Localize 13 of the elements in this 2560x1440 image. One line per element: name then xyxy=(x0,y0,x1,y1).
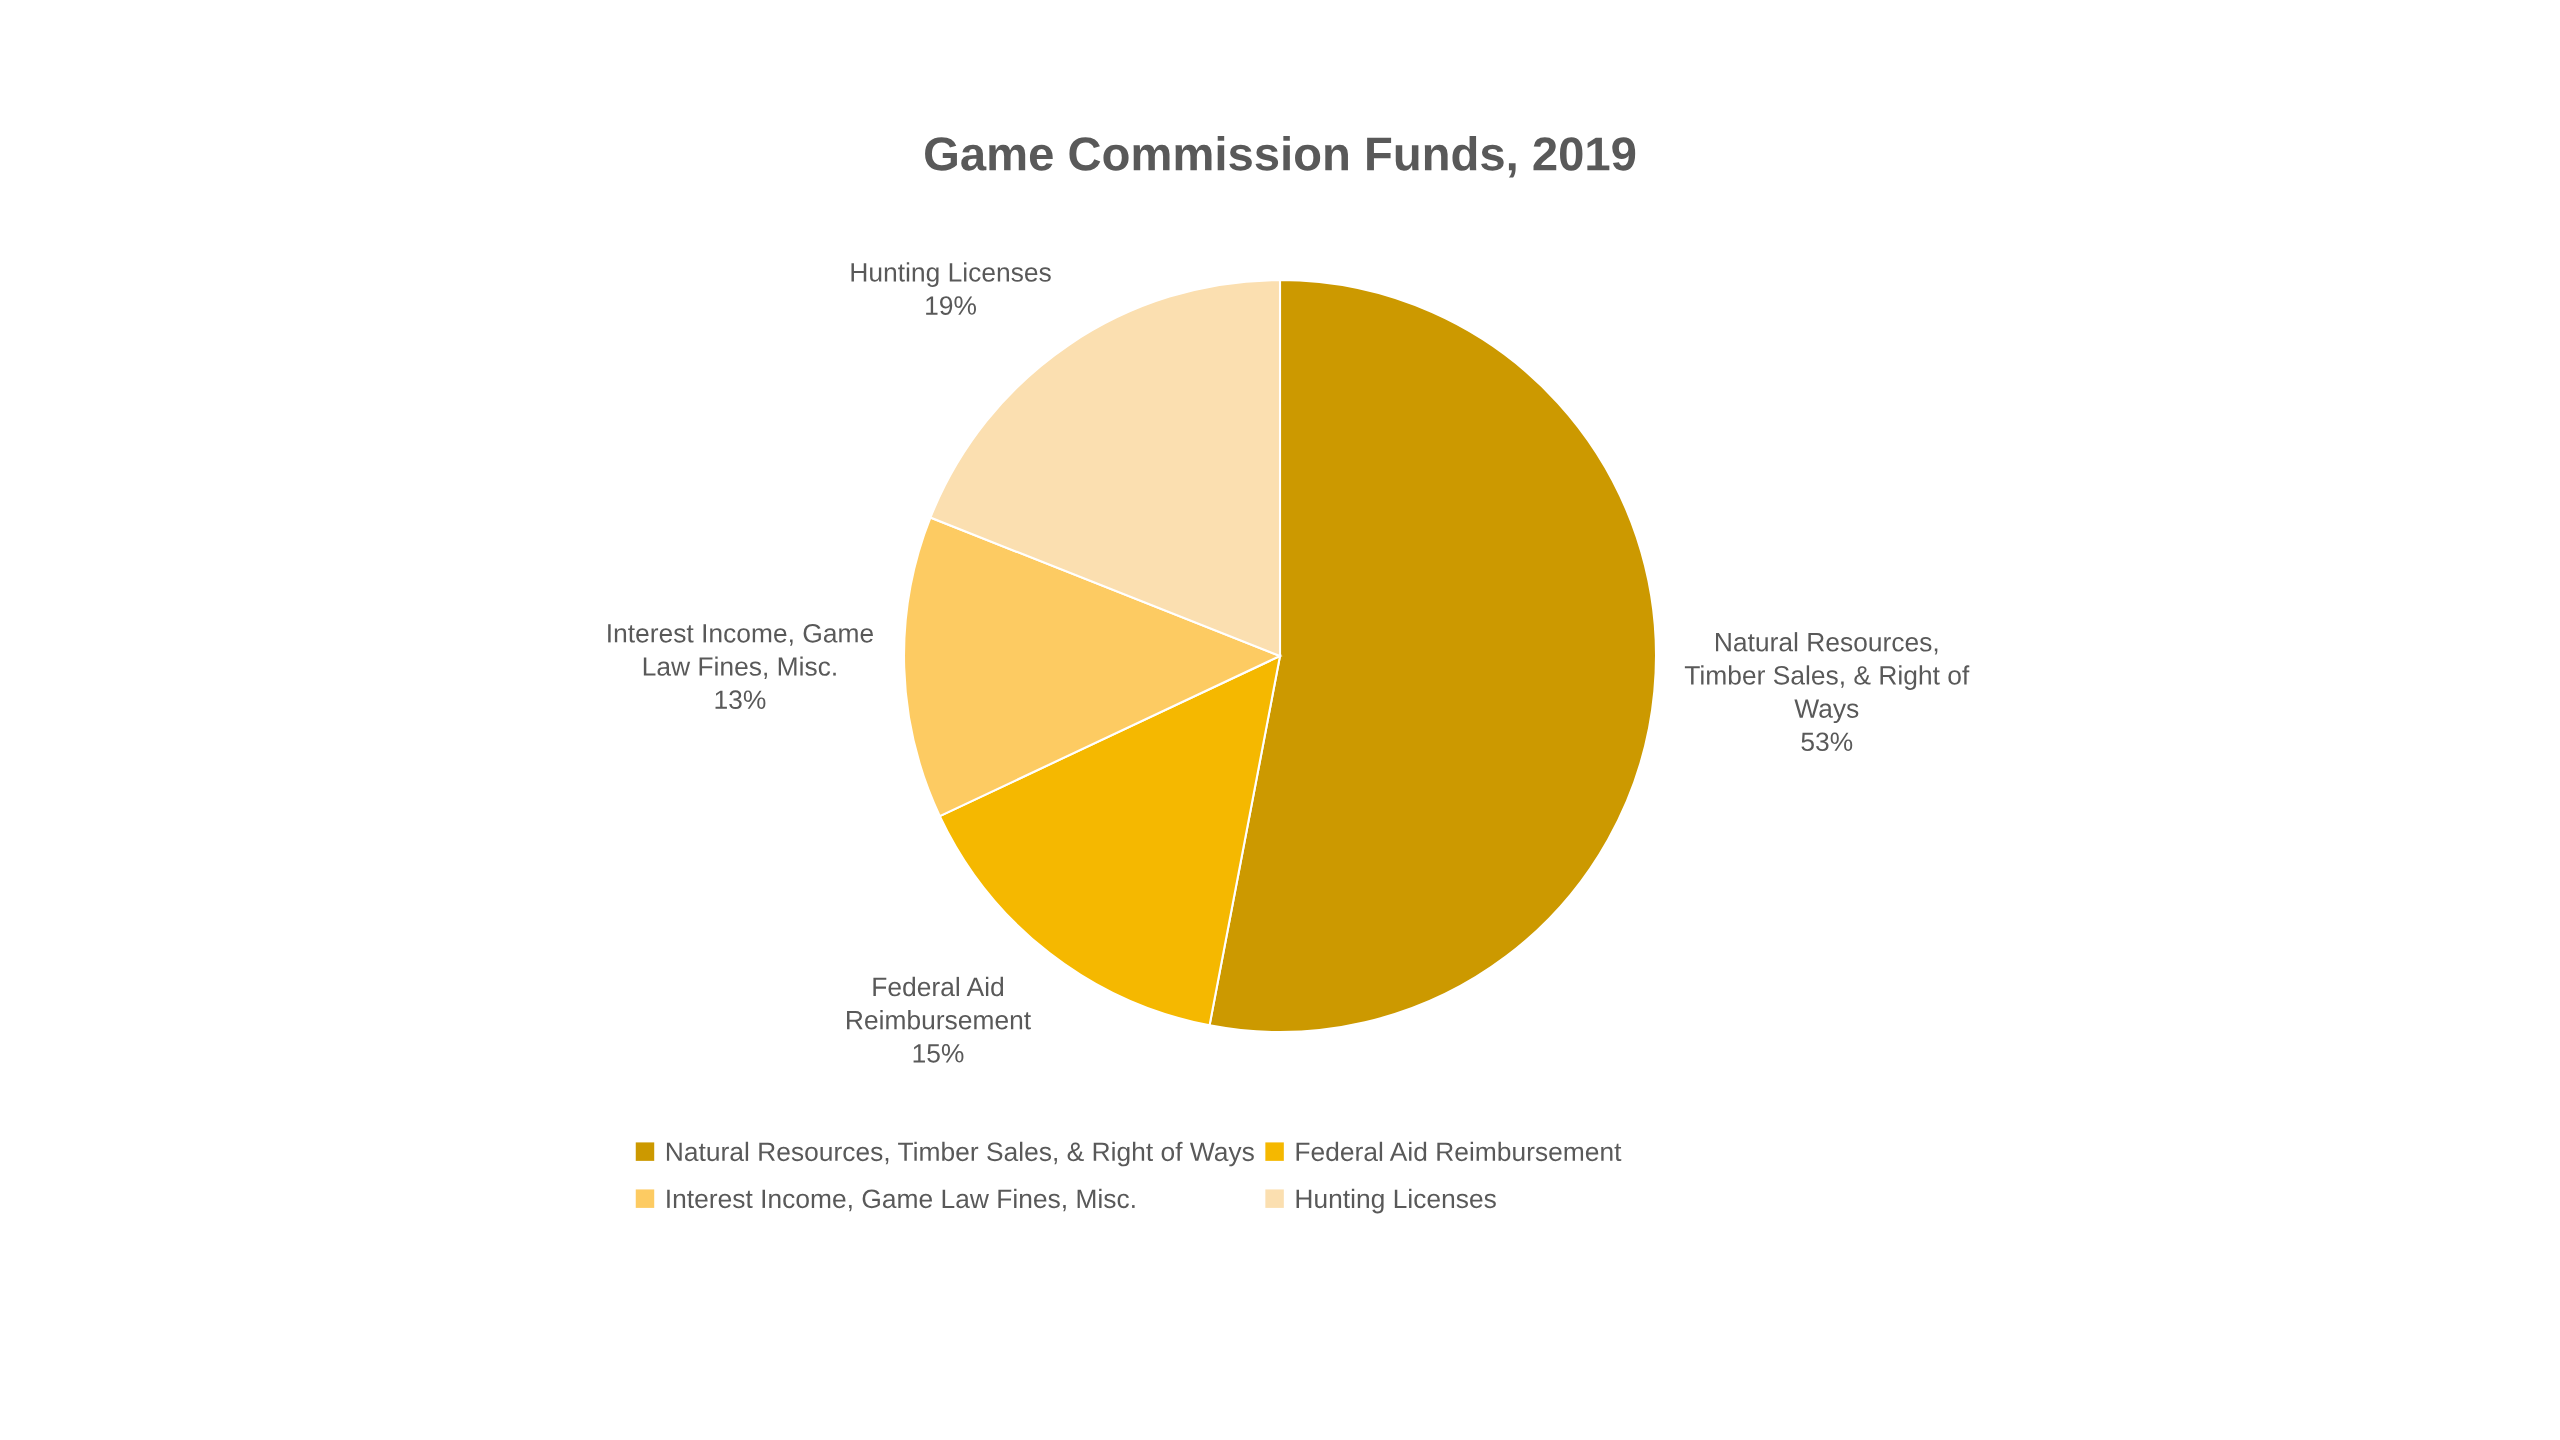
slice-label: Natural Resources, Timber Sales, & Right of Ways xyxy=(1684,632,1970,724)
slice-label: Interest Income, Game Law Fines, Misc. xyxy=(608,623,873,679)
legend-label: Federal Aid Reimbursement xyxy=(1296,1141,1622,1162)
slice-label: Federal Aid Reimbursement xyxy=(847,976,1031,1030)
legend-label: Interest Income, Game Law Fines, Misc. xyxy=(667,1188,1135,1212)
chart-title: Game Commission Funds, 2019 xyxy=(925,135,1636,178)
slice-label: Hunting Licenses xyxy=(851,262,1051,287)
data-label: 19% xyxy=(926,296,977,315)
legend-label: Natural Resources, Timber Sales, & Right of Ways xyxy=(666,1141,1254,1167)
data-label: 53% xyxy=(1801,732,1853,752)
data-label: 13% xyxy=(715,690,766,710)
legend-label: Hunting Licenses xyxy=(1296,1188,1496,1214)
data-label: 15% xyxy=(913,1044,964,1063)
